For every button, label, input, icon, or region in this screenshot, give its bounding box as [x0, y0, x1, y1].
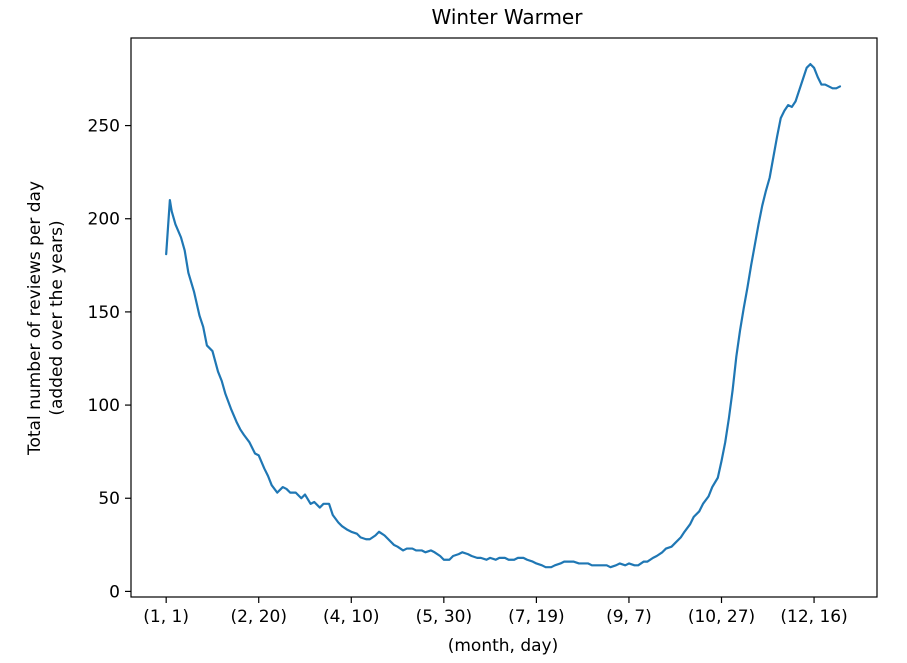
- x-tick-label: (12, 16): [780, 607, 847, 627]
- x-tick-label: (4, 10): [323, 607, 380, 627]
- x-tick-label: (1, 1): [143, 607, 189, 627]
- y-tick-label: 50: [98, 489, 120, 509]
- y-axis-title-group: Total number of reviews per day (added o…: [25, 181, 67, 456]
- y-tick-label: 200: [88, 210, 120, 230]
- plot-area: (1, 1) (2, 20) (4, 10) (5, 30) (7, 19) (9, 7)…: [88, 37, 878, 627]
- chart-title: Winter Warmer: [432, 5, 584, 29]
- y-tick-label: 250: [88, 117, 120, 137]
- plot-frame: [130, 37, 878, 598]
- x-tick-label: (5, 30): [416, 607, 473, 627]
- series-line: [165, 62, 842, 569]
- x-tick-label: (10, 27): [688, 607, 755, 627]
- y-axis-title-line-1: Total number of reviews per day: [25, 181, 45, 456]
- x-axis-title: (month, day): [448, 636, 559, 656]
- y-tick-label: 100: [88, 396, 120, 416]
- y-tick-label: 150: [88, 303, 120, 323]
- x-tick-label: (7, 19): [508, 607, 565, 627]
- y-axis-title-line-2: (added over the years): [47, 220, 67, 415]
- y-tick-label: 0: [109, 582, 120, 602]
- x-tick-label: (2, 20): [230, 607, 287, 627]
- x-tick-label: (9, 7): [606, 607, 652, 627]
